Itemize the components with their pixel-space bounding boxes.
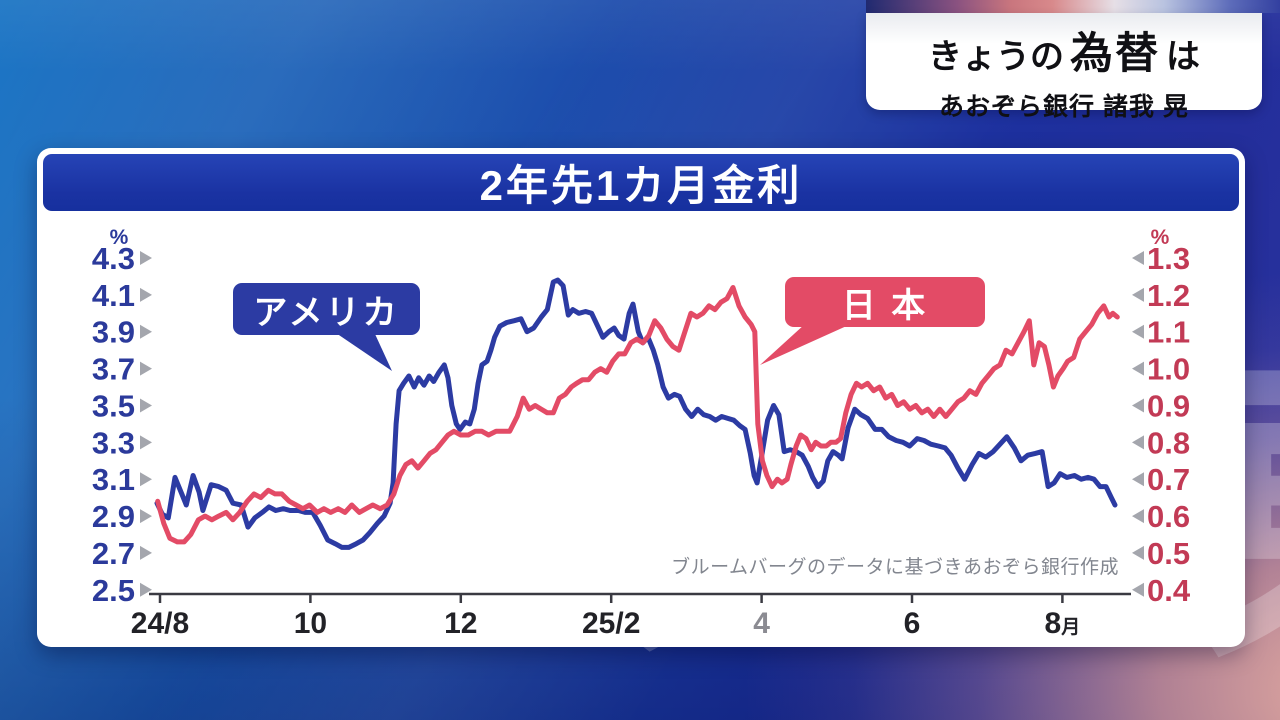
series-label-japan: 日 本 <box>785 277 985 327</box>
right-axis-tick-label: 0.7 <box>1147 462 1190 497</box>
japan-callout-tail <box>760 324 851 365</box>
data-source-note: ブルームバーグのデータに基づきあおぞら銀行作成 <box>671 557 1119 578</box>
chart-title: 2年先1カ月金利 <box>479 162 803 209</box>
left-axis-tick-label: 4.3 <box>92 241 135 276</box>
left-axis-tick-label: 3.3 <box>92 425 135 460</box>
x-tick-label: 25/2 <box>582 607 640 640</box>
x-tick-label: 4 <box>753 607 770 640</box>
program-title-post: は <box>1166 38 1200 76</box>
rates-line-chart: 24/8 10 12 25/2 4 6 8月 4.34.13.93.73.53.33.12.9… <box>92 226 1191 640</box>
left-tick-arrow-icon <box>140 435 152 450</box>
x-tick-label: 10 <box>294 607 327 640</box>
right-tick-arrow-icon <box>1132 545 1144 560</box>
america-callout-tail <box>333 331 392 371</box>
right-tick-arrow-icon <box>1132 287 1144 302</box>
right-axis-tick-label: 0.8 <box>1147 425 1190 460</box>
right-axis-tick-label: 1.3 <box>1147 241 1190 276</box>
x-tick-label: 8月 <box>1045 607 1081 640</box>
japan-series-line <box>155 285 1120 545</box>
program-title-pre: きょうの <box>928 38 1064 76</box>
x-tick-label: 12 <box>444 607 477 640</box>
right-tick-arrow-icon <box>1132 509 1144 524</box>
right-axis-tick-label: 0.9 <box>1147 388 1190 423</box>
program-title: きょうの 為替 は <box>928 19 1200 81</box>
series-label-america-text: アメリカ <box>253 293 400 332</box>
left-axis-tick-label: 2.5 <box>92 573 135 608</box>
right-axis-tick-label: 0.4 <box>1147 573 1191 608</box>
left-tick-arrow-icon <box>140 287 152 302</box>
america-series-line <box>154 277 1118 550</box>
left-axis-unit: % <box>110 226 129 249</box>
program-header: きょうの 為替 は あおぞら銀行 諸我 晃 <box>866 13 1262 121</box>
program-title-emphasis: 為替 <box>1070 30 1160 78</box>
right-tick-arrow-icon <box>1132 582 1144 597</box>
right-axis-tick-label: 1.1 <box>1147 315 1190 350</box>
series-label-america: アメリカ <box>233 283 420 335</box>
right-axis-unit: % <box>1151 226 1170 249</box>
left-axis-tick-label: 3.9 <box>92 315 135 350</box>
left-tick-arrow-icon <box>140 545 152 560</box>
right-tick-arrow-icon <box>1132 251 1144 265</box>
left-tick-arrow-icon <box>140 324 152 339</box>
x-tick-label: 24/8 <box>131 607 189 640</box>
left-axis-tick-label: 2.9 <box>92 499 135 534</box>
left-axis-tick-label: 2.7 <box>92 536 135 571</box>
left-axis-tick-label: 4.1 <box>92 278 135 313</box>
right-tick-arrow-icon <box>1132 472 1144 487</box>
left-tick-arrow-icon <box>140 509 152 524</box>
right-axis-tick-label: 0.6 <box>1147 499 1190 534</box>
chart-card: 2年先1カ月金利 24/8 10 12 25/2 4 6 8月 4.3 4.1 3.9 3.7 3.5… <box>37 148 1245 647</box>
chart-title-bar: 2年先1カ月金利 <box>43 154 1239 211</box>
speaker-name: あおぞら銀行 諸我 晃 <box>939 93 1189 121</box>
right-tick-arrow-icon <box>1132 398 1144 413</box>
left-tick-arrow-icon <box>140 251 152 265</box>
series-label-japan-text: 日 本 <box>841 286 929 325</box>
right-axis-tick-label: 1.0 <box>1147 352 1190 387</box>
left-tick-arrow-icon <box>140 582 152 597</box>
right-axis-tick-label: 0.5 <box>1147 536 1190 571</box>
left-axis-tick-label: 3.5 <box>92 388 135 423</box>
left-tick-arrow-icon <box>140 472 152 487</box>
x-tick-label: 6 <box>904 607 921 640</box>
left-tick-arrow-icon <box>140 361 152 376</box>
right-tick-arrow-icon <box>1132 361 1144 376</box>
left-tick-arrow-icon <box>140 398 152 413</box>
header-color-strip <box>866 0 1280 13</box>
left-axis-tick-label: 3.1 <box>92 462 135 497</box>
left-axis-tick-label: 3.7 <box>92 352 135 387</box>
right-axis-tick-label: 1.2 <box>1147 278 1190 313</box>
right-tick-arrow-icon <box>1132 324 1144 339</box>
right-tick-arrow-icon <box>1132 435 1144 450</box>
